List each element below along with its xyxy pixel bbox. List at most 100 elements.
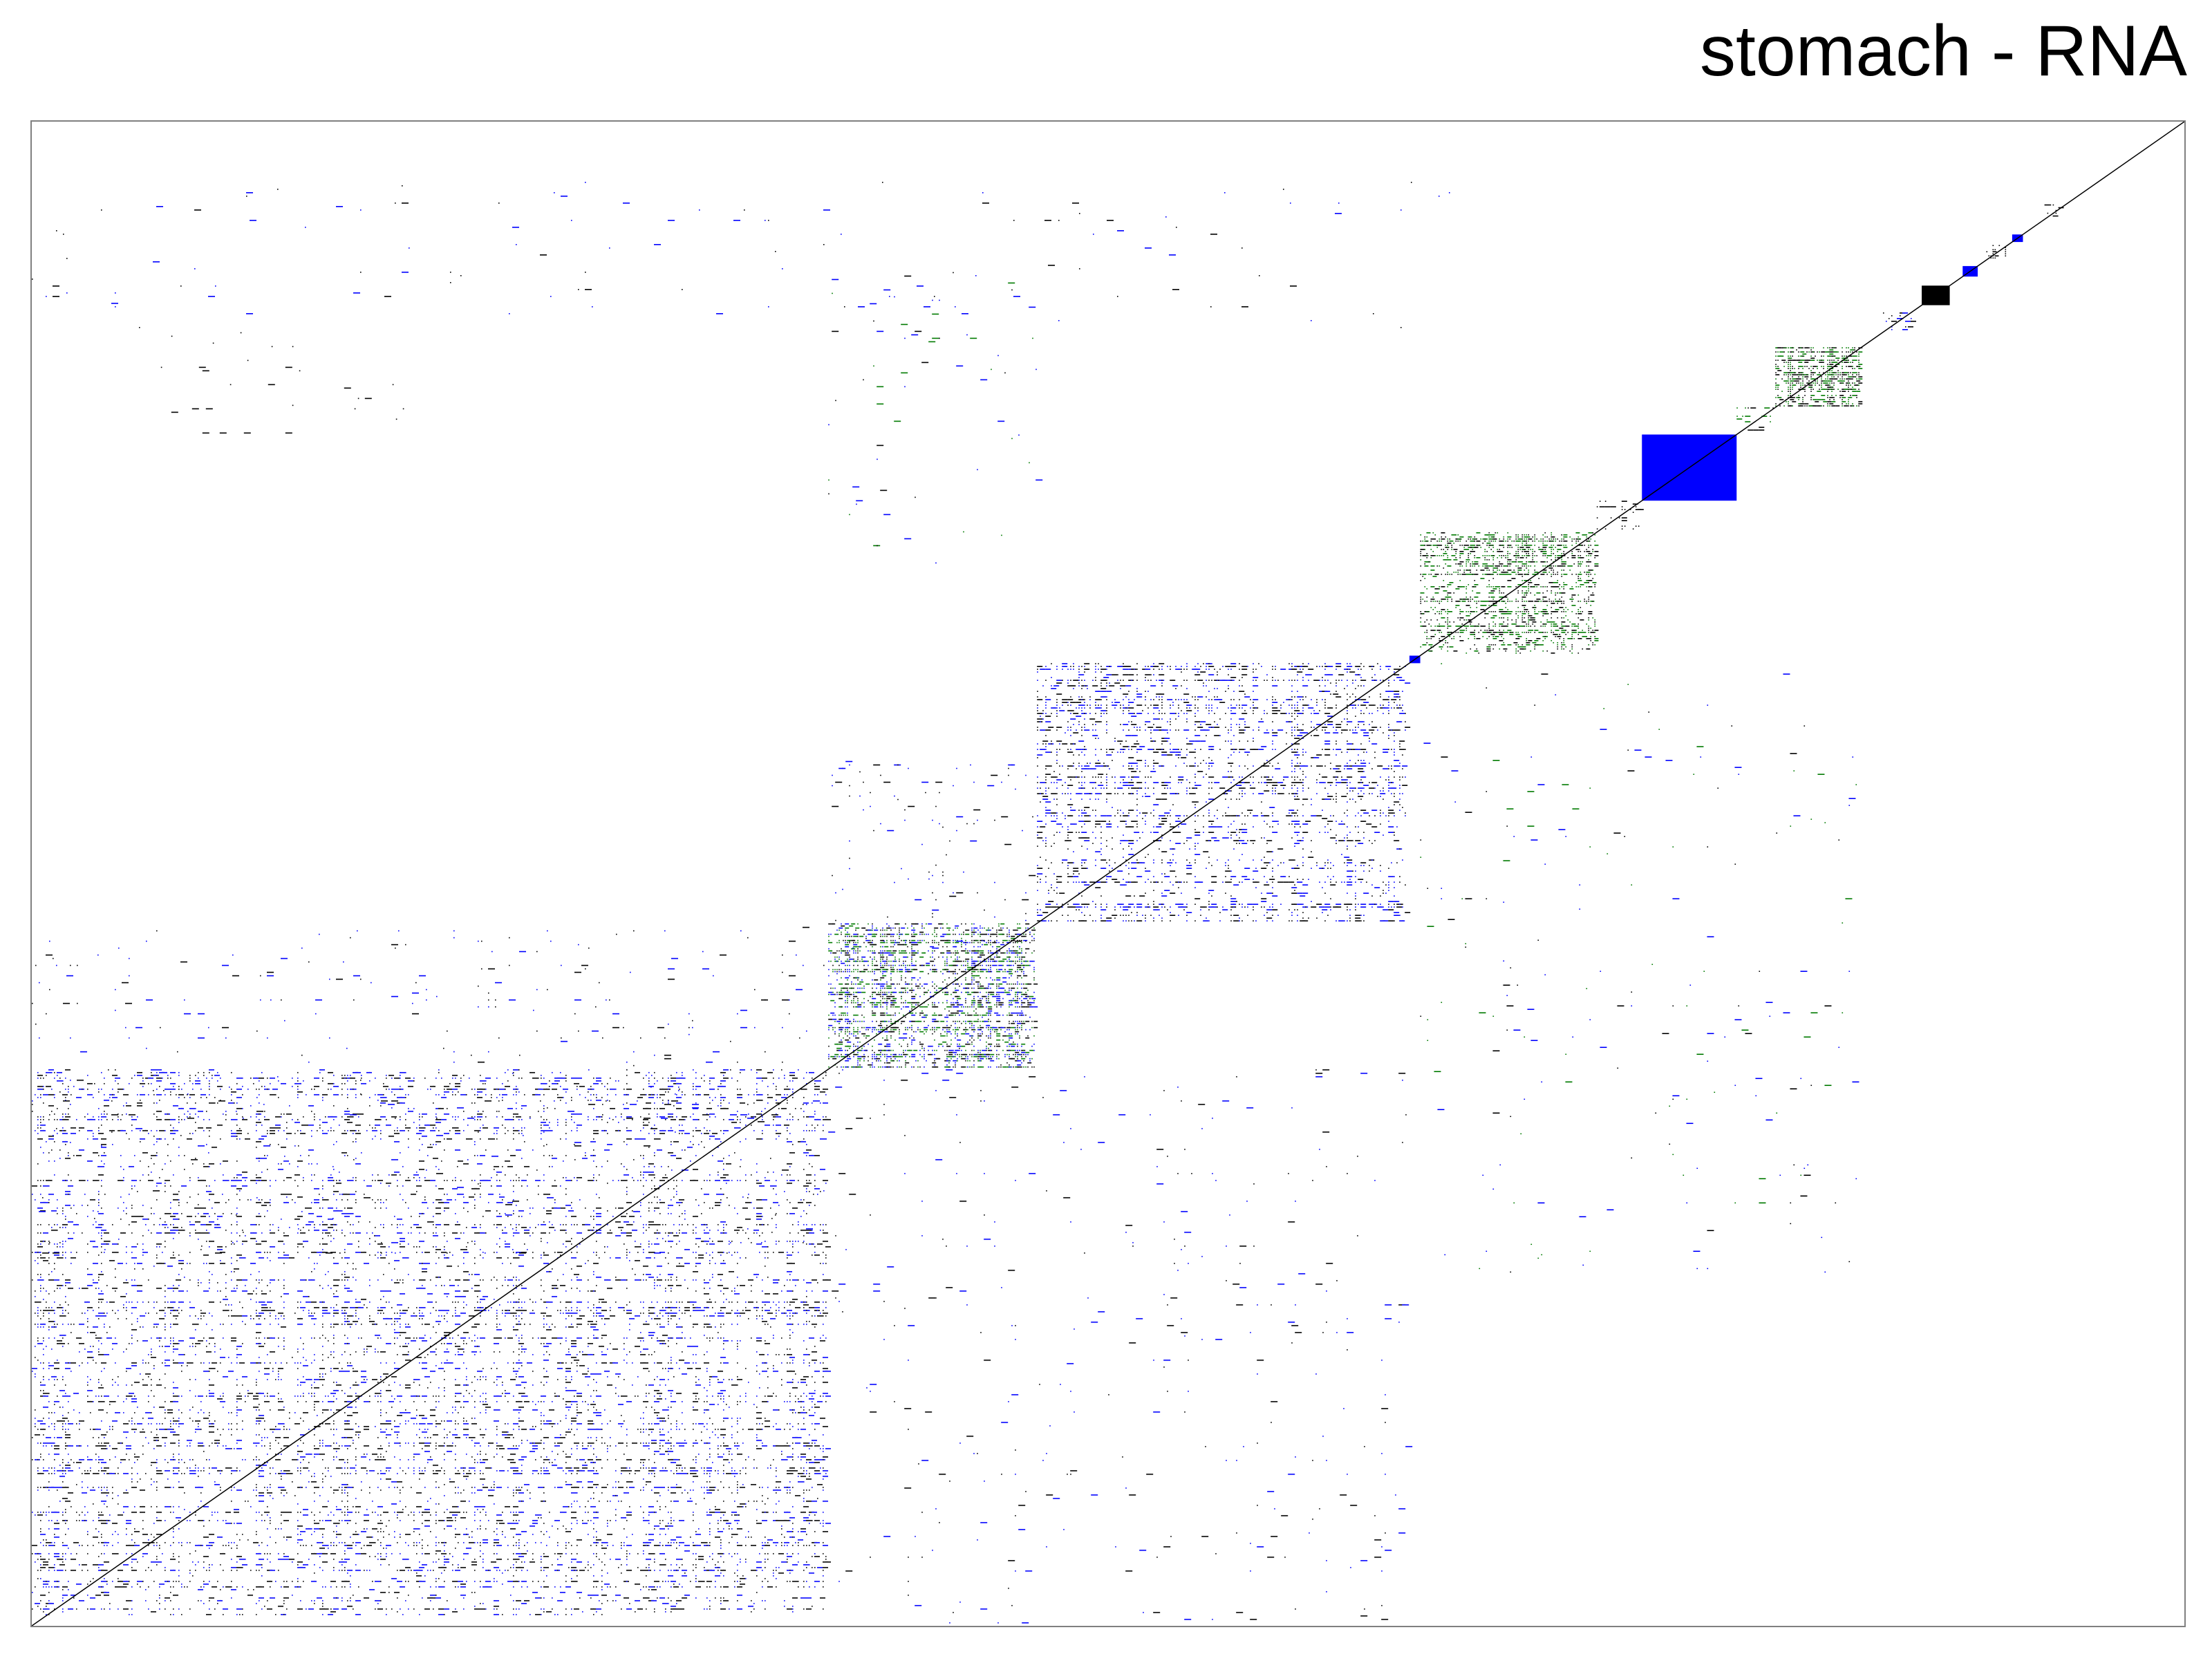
heatmap-cell xyxy=(648,1332,654,1333)
heatmap-cell xyxy=(646,1103,651,1104)
heatmap-cell xyxy=(549,1089,550,1090)
heatmap-cell xyxy=(776,1116,781,1118)
heatmap-cell xyxy=(131,1205,133,1206)
heatmap-cell xyxy=(524,1127,525,1129)
heatmap-cell xyxy=(695,1086,701,1087)
heatmap-cell xyxy=(68,1313,69,1314)
heatmap-cell xyxy=(565,1194,567,1195)
heatmap-cell xyxy=(261,1158,267,1159)
heatmap-cell xyxy=(278,1252,279,1253)
heatmap-cell xyxy=(557,1094,559,1096)
heatmap-cell xyxy=(112,1130,113,1132)
heatmap-cell xyxy=(759,1315,760,1317)
heatmap-cell xyxy=(231,1091,236,1093)
heatmap-cell xyxy=(54,1327,55,1328)
heatmap-cell xyxy=(427,1221,433,1223)
heatmap-cell xyxy=(267,1078,268,1079)
heatmap-cell xyxy=(347,1263,348,1264)
heatmap-cell xyxy=(529,1235,531,1237)
heatmap-cell xyxy=(690,1161,691,1162)
heatmap-cell xyxy=(159,1224,160,1226)
heatmap-cell xyxy=(286,1362,288,1364)
heatmap-cell xyxy=(823,1368,828,1369)
heatmap-cell xyxy=(557,1122,559,1123)
heatmap-cell xyxy=(524,1302,525,1303)
heatmap-cell xyxy=(98,1379,100,1380)
heatmap-cell xyxy=(659,1385,661,1386)
heatmap-cell xyxy=(54,1130,55,1132)
heatmap-cell xyxy=(162,1078,163,1079)
heatmap-cell xyxy=(480,1185,481,1187)
heatmap-cell xyxy=(142,1360,144,1361)
heatmap-cell xyxy=(789,1072,795,1074)
heatmap-cell xyxy=(341,1199,343,1201)
heatmap-cell xyxy=(447,1089,452,1090)
heatmap-cell xyxy=(65,1216,66,1217)
heatmap-cell xyxy=(765,1304,766,1306)
heatmap-cell xyxy=(76,1338,82,1339)
heatmap-cell xyxy=(408,1324,409,1325)
heatmap-cell xyxy=(529,1324,531,1325)
heatmap-cell xyxy=(668,1152,673,1154)
heatmap-cell xyxy=(270,1185,271,1187)
heatmap-cell xyxy=(270,1324,271,1325)
heatmap-cell xyxy=(43,1185,48,1187)
heatmap-cell xyxy=(189,1302,191,1303)
heatmap-cell xyxy=(181,1227,182,1228)
heatmap-cell xyxy=(682,1374,687,1375)
heatmap-cell xyxy=(259,1252,260,1253)
heatmap-cell xyxy=(48,1244,50,1245)
heatmap-cell xyxy=(322,1080,324,1082)
heatmap-cell xyxy=(787,1291,792,1292)
heatmap-cell xyxy=(695,1089,697,1090)
heatmap-cell xyxy=(48,1365,54,1367)
heatmap-cell xyxy=(723,1288,729,1289)
heatmap-cell xyxy=(195,1329,196,1331)
heatmap-cell xyxy=(809,1365,810,1367)
heatmap-cell xyxy=(812,1244,813,1245)
heatmap-cell xyxy=(328,1271,329,1273)
heatmap-cell xyxy=(471,1274,473,1275)
heatmap-cell xyxy=(93,1152,98,1154)
heatmap-cell xyxy=(101,1230,106,1231)
heatmap-cell xyxy=(131,1257,137,1259)
heatmap-cell xyxy=(624,1166,625,1168)
heatmap-cell xyxy=(156,1119,162,1121)
heatmap-cell xyxy=(477,1371,482,1372)
heatmap-cell xyxy=(720,1371,722,1372)
heatmap-cell xyxy=(648,1310,650,1311)
heatmap-cell xyxy=(104,1241,109,1242)
heatmap-cell xyxy=(438,1072,440,1074)
heatmap-cell xyxy=(181,1302,182,1303)
heatmap-cell xyxy=(256,1310,257,1311)
heatmap-cell xyxy=(200,1318,202,1320)
heatmap-cell xyxy=(178,1260,184,1262)
heatmap-cell xyxy=(76,1252,77,1253)
heatmap-cell xyxy=(364,1379,365,1380)
heatmap-cell xyxy=(726,1313,731,1314)
heatmap-cell xyxy=(419,1150,420,1151)
heatmap-cell xyxy=(300,1318,301,1320)
heatmap-cell xyxy=(153,1114,155,1115)
heatmap-cell xyxy=(339,1371,344,1372)
heatmap-cell xyxy=(812,1103,813,1104)
heatmap-cell xyxy=(48,1274,50,1275)
heatmap-cell xyxy=(814,1307,820,1309)
heatmap-cell xyxy=(167,1302,169,1303)
heatmap-cell xyxy=(552,1185,557,1187)
heatmap-cell xyxy=(383,1374,388,1375)
heatmap-cell xyxy=(308,1310,310,1311)
heatmap-cell xyxy=(292,1086,293,1087)
heatmap-cell xyxy=(720,1324,722,1325)
heatmap-cell xyxy=(115,1338,116,1339)
heatmap-cell xyxy=(814,1362,816,1364)
heatmap-cell xyxy=(640,1130,641,1132)
heatmap-cell xyxy=(654,1155,655,1156)
heatmap-cell xyxy=(789,1362,791,1364)
heatmap-cell xyxy=(231,1291,236,1292)
heatmap-cell xyxy=(184,1277,185,1278)
heatmap-cell xyxy=(516,1224,517,1226)
heatmap-cell xyxy=(709,1103,711,1104)
heatmap-cell xyxy=(740,1285,745,1286)
heatmap-cell xyxy=(156,1183,162,1184)
